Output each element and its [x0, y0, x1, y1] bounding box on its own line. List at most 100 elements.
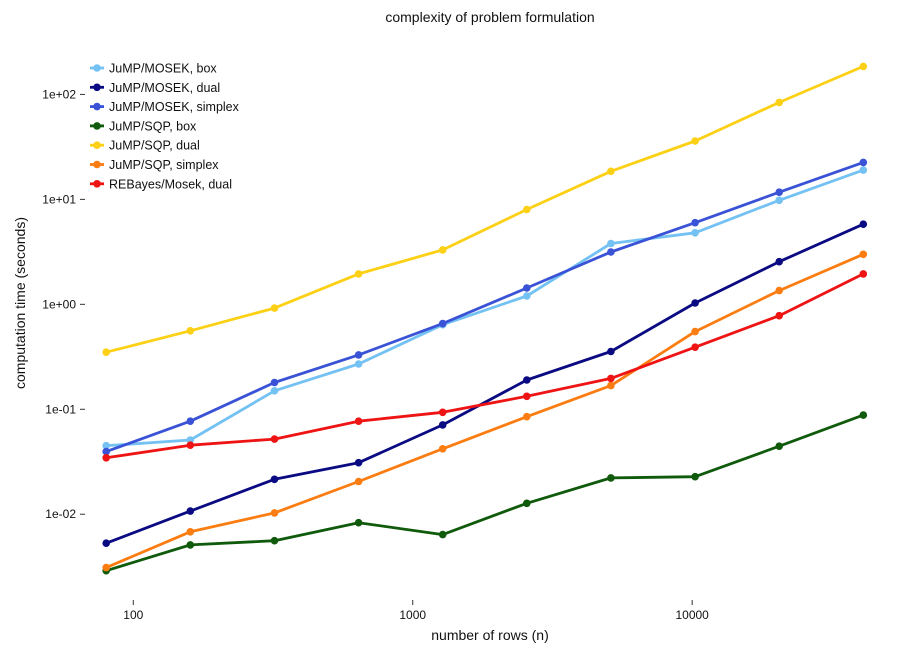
data-point — [270, 509, 279, 517]
data-point — [186, 441, 195, 450]
data-point — [523, 205, 531, 214]
data-point — [607, 167, 615, 176]
data-point — [859, 166, 868, 174]
data-point — [270, 378, 279, 387]
legend: JuMP/MOSEK, box JuMP/MOSEK, dual JuMP/MOSE… — [90, 62, 240, 191]
data-point — [270, 475, 279, 484]
data-point — [102, 447, 110, 456]
data-point — [607, 474, 615, 482]
data-point — [775, 257, 783, 266]
data-point — [859, 220, 868, 228]
legend-item: REBayes/Mosek, dual — [90, 177, 232, 191]
legend-key-point — [93, 64, 101, 72]
x-axis-title: number of rows (n) — [431, 627, 548, 643]
data-point — [775, 98, 783, 107]
data-point — [102, 454, 110, 462]
data-point — [186, 327, 195, 335]
legend-label: JuMP/SQP, box — [109, 119, 197, 133]
legend-item: JuMP/MOSEK, box — [90, 62, 217, 76]
legend-key-point — [93, 122, 101, 130]
data-point — [270, 304, 279, 312]
data-point — [354, 351, 363, 359]
data-point — [270, 536, 279, 545]
x-tick-label: 100 — [123, 608, 143, 622]
series-jump-sqp-box — [102, 411, 868, 575]
y-axis-ticks: 1e-02 1e-01 1e+00 1e+01 1e+02 — [42, 87, 85, 521]
series-line — [104, 65, 865, 354]
data-point — [438, 246, 447, 254]
series-line — [104, 222, 865, 545]
series-jump-mosek-dual — [102, 220, 868, 547]
legend-label: JuMP/MOSEK, dual — [109, 81, 220, 95]
series-line — [104, 413, 865, 573]
series-jump-mosek-box — [102, 166, 868, 450]
legend-key-point — [93, 180, 101, 188]
x-tick-label: 1000 — [399, 608, 426, 622]
data-point — [438, 319, 447, 328]
series-jump-mosek-simplex — [102, 158, 868, 456]
data-point — [775, 286, 783, 295]
legend-item: JuMP/MOSEK, simplex — [90, 100, 240, 114]
y-tick-label: 1e+00 — [42, 297, 76, 311]
legend-item: JuMP/SQP, dual — [90, 139, 200, 153]
data-point — [186, 507, 195, 515]
data-point — [691, 218, 699, 227]
legend-item: JuMP/SQP, simplex — [90, 158, 219, 172]
legend-key-point — [93, 102, 101, 111]
series-layer — [102, 62, 868, 575]
data-point — [270, 435, 279, 443]
data-point — [691, 229, 699, 237]
data-point — [775, 311, 783, 320]
data-point — [859, 250, 868, 259]
legend-key-point — [93, 160, 101, 169]
x-axis-ticks: 100 1000 10000 — [123, 600, 709, 622]
data-point — [438, 530, 447, 539]
data-point — [691, 137, 699, 145]
data-point — [354, 518, 363, 527]
data-point — [523, 292, 531, 300]
x-tick-label: 10000 — [675, 608, 709, 622]
data-point — [438, 421, 447, 429]
data-point — [102, 441, 110, 450]
data-point — [691, 343, 699, 352]
data-point — [859, 158, 868, 167]
data-point — [354, 477, 363, 486]
legend-key-point — [93, 141, 101, 149]
series-jump-sqp-dual — [102, 62, 868, 357]
data-point — [523, 376, 531, 384]
data-point — [102, 539, 110, 547]
legend-label: JuMP/MOSEK, simplex — [109, 100, 240, 114]
data-point — [859, 411, 868, 419]
series-jump-sqp-simplex — [102, 250, 868, 572]
data-point — [775, 442, 783, 451]
data-point — [691, 472, 699, 481]
series-line — [104, 160, 865, 454]
data-point — [354, 360, 363, 368]
series-line — [104, 272, 865, 460]
data-point — [354, 458, 363, 467]
data-point — [691, 299, 699, 307]
data-point — [523, 412, 531, 421]
data-point — [102, 348, 110, 357]
data-point — [438, 408, 447, 417]
y-axis-title: computation time (seconds) — [12, 217, 28, 389]
chart-title: complexity of problem formulation — [385, 9, 594, 25]
data-point — [523, 284, 531, 292]
data-point — [354, 270, 363, 278]
data-point — [438, 445, 447, 453]
data-point — [775, 196, 783, 205]
data-point — [186, 436, 195, 444]
legend-item: JuMP/MOSEK, dual — [90, 81, 220, 95]
series-line — [104, 252, 865, 569]
data-point — [691, 327, 699, 336]
data-point — [859, 62, 868, 71]
data-point — [775, 188, 783, 196]
data-point — [607, 239, 615, 248]
data-point — [607, 347, 615, 356]
data-point — [607, 381, 615, 390]
data-point — [607, 374, 615, 383]
y-tick-label: 1e-01 — [45, 402, 76, 416]
data-point — [523, 392, 531, 401]
legend-label: JuMP/SQP, simplex — [109, 158, 219, 172]
